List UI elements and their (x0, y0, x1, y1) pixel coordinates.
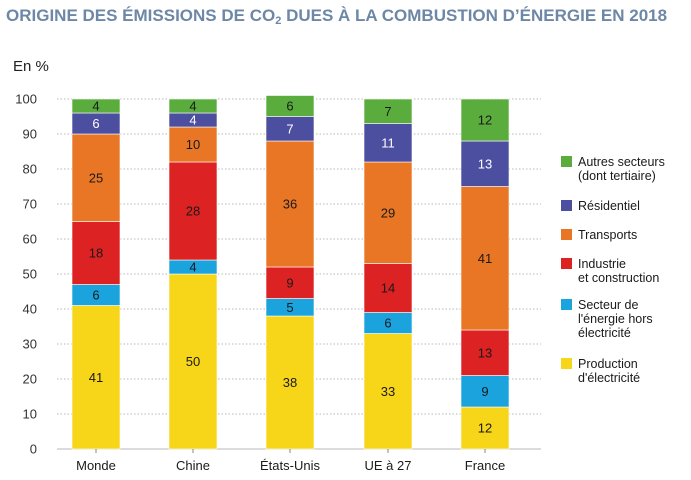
y-tick-label: 30 (23, 337, 37, 352)
bar-segment (460, 406, 510, 450)
chart-title: ORIGINE DES ÉMISSIONS DE CO2 DUES À LA C… (6, 6, 668, 27)
y-tick-label: 10 (23, 407, 37, 422)
y-tick-label: 20 (23, 372, 37, 387)
data-label: 4 (189, 99, 196, 114)
legend-swatch (561, 258, 572, 269)
legend-label: l'énergie hors (578, 312, 653, 326)
bar-segment (363, 161, 413, 264)
y-tick-label: 90 (23, 127, 37, 142)
data-label: 4 (189, 260, 196, 275)
bar-segment (460, 140, 510, 187)
data-label: 29 (381, 205, 395, 220)
legend-label: électricité (578, 326, 631, 340)
data-label: 14 (381, 281, 395, 296)
bar-segment (460, 98, 510, 142)
legend-swatch (561, 299, 572, 310)
bar-segment (363, 98, 413, 124)
bar-segment (168, 98, 218, 114)
bar-segment (265, 140, 315, 268)
data-label: 5 (286, 300, 293, 315)
data-label: 11 (381, 135, 395, 150)
legend-label: Secteur de (578, 298, 639, 312)
data-label: 6 (92, 116, 99, 131)
bar-segment (265, 315, 315, 450)
data-label: 9 (481, 384, 488, 399)
x-category-label: Chine (176, 458, 210, 473)
data-label: 13 (478, 156, 492, 171)
y-tick-label: 40 (23, 302, 37, 317)
x-category-label: États-Unis (260, 458, 320, 473)
y-tick-label: 60 (23, 232, 37, 247)
data-label: 41 (89, 370, 103, 385)
data-label: 12 (478, 113, 492, 128)
x-category-label: UE à 27 (365, 458, 412, 473)
bar-segment (265, 116, 315, 142)
legend-label: Transports (578, 228, 637, 242)
data-label: 38 (283, 375, 297, 390)
legend-swatch (561, 358, 572, 369)
bar-segment (168, 273, 218, 450)
data-label: 13 (478, 345, 492, 360)
bar-segment (168, 126, 218, 163)
bar-segment (71, 98, 121, 114)
bar-segment (265, 95, 315, 117)
legend-label: d'électricité (578, 371, 640, 385)
data-label: 18 (89, 246, 103, 261)
legend-swatch (561, 200, 572, 211)
legend-label: Industrie (578, 257, 626, 271)
bar-segment (460, 329, 510, 376)
y-tick-label: 0 (30, 442, 37, 457)
data-label: 4 (92, 99, 99, 114)
x-category-label: Monde (76, 458, 116, 473)
bar-segment (363, 263, 413, 313)
y-tick-label: 70 (23, 197, 37, 212)
data-label: 41 (478, 251, 492, 266)
data-label: 50 (186, 354, 200, 369)
data-label: 7 (384, 104, 391, 119)
legend-swatch (561, 229, 572, 240)
y-tick-label: 80 (23, 162, 37, 177)
legend-label: et construction (578, 271, 659, 285)
bar-segment (71, 133, 121, 222)
data-label: 6 (384, 316, 391, 331)
data-label: 6 (286, 99, 293, 114)
data-label: 9 (286, 275, 293, 290)
bar-segment (71, 221, 121, 285)
y-axis-unit-label: En % (13, 58, 49, 75)
legend-label: (dont tertiaire) (578, 169, 656, 183)
bar-segment (71, 305, 121, 450)
data-label: 25 (89, 170, 103, 185)
data-label: 7 (286, 121, 293, 136)
legend-label: Production (578, 357, 638, 371)
data-label: 4 (189, 113, 196, 128)
data-label: 28 (186, 204, 200, 219)
legend-label: Résidentiel (578, 199, 640, 213)
data-label: 36 (283, 197, 297, 212)
bar-segment (265, 266, 315, 299)
data-label: 10 (186, 137, 200, 152)
legend-label: Autres secteurs (578, 155, 665, 169)
y-tick-label: 100 (15, 92, 37, 107)
legend-swatch (561, 156, 572, 167)
bar-segment (460, 375, 510, 408)
data-label: 6 (92, 288, 99, 303)
data-label: 33 (381, 384, 395, 399)
bar-segment (363, 333, 413, 450)
x-category-label: France (465, 458, 505, 473)
data-label: 12 (478, 421, 492, 436)
bar-segment (363, 123, 413, 163)
y-tick-label: 50 (23, 267, 37, 282)
